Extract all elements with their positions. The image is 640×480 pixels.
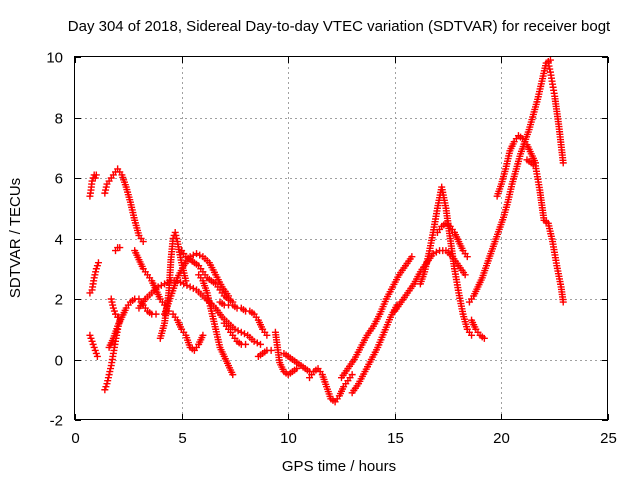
data-point-sat-s (293, 365, 301, 373)
data-point-sat-i (250, 337, 258, 345)
data-points (86, 56, 567, 406)
plot-frame (74, 56, 608, 420)
data-point-sat-i (240, 330, 248, 338)
data-point-sat-y (468, 331, 476, 339)
data-point-sat-b (94, 259, 102, 267)
x-tick-label: 0 (71, 430, 79, 447)
data-point-sat-i (256, 340, 264, 348)
data-point-sat-i (231, 325, 239, 333)
data-point-sat-l (193, 250, 201, 258)
y-tick-label: -2 (50, 413, 63, 430)
chart-title: Day 304 of 2018, Sidereal Day-to-day VTE… (68, 18, 611, 35)
data-point-sat-l (189, 251, 197, 259)
x-tick-label: 15 (387, 430, 404, 447)
data-point-sat-c (93, 352, 101, 360)
data-point-sat-x (461, 271, 469, 279)
data-point-sat-q (242, 340, 250, 348)
data-point-sat-r (267, 346, 275, 354)
data-point-sat-i (237, 328, 245, 336)
data-point-sat-i (189, 284, 197, 292)
data-point-sat-v (408, 253, 416, 261)
data-point-sat-i (183, 281, 191, 289)
data-point-sat-z (463, 253, 471, 261)
data-point-sat-o (229, 371, 237, 379)
y-tick-label: 6 (55, 171, 63, 188)
y-tick-label: 0 (55, 353, 63, 370)
data-point-sat-i (157, 281, 165, 289)
y-tick-label: 2 (55, 292, 63, 309)
data-point-sat-x (432, 248, 440, 256)
axis-ticks: 0 5 10 15 20 25 -2 0 2 4 6 8 10 (46, 50, 617, 448)
data-point-sat-i (253, 339, 261, 347)
data-point-sat-f (152, 310, 160, 318)
x-axis-label: GPS time / hours (282, 458, 396, 475)
data-point-sat-ad (559, 298, 567, 306)
grid (75, 57, 608, 420)
data-point-sat-u (348, 371, 356, 379)
data-point-sat-k (182, 277, 190, 285)
y-tick-label: 4 (55, 232, 63, 249)
y-tick-label: 8 (55, 111, 63, 128)
x-tick-label: 10 (280, 430, 297, 447)
data-point-sat-i (186, 283, 194, 291)
data-point-sat-a (92, 171, 100, 179)
data-point-sat-ab (480, 334, 488, 342)
x-tick-label: 20 (493, 430, 510, 447)
data-point-sat-h (116, 244, 124, 252)
data-point-sat-ae (559, 159, 567, 167)
data-point-sat-d (139, 238, 147, 246)
data-point-sat-l (196, 251, 204, 259)
data-point-sat-g (115, 313, 123, 321)
data-point-sat-n (199, 331, 207, 339)
data-point-sat-i (234, 327, 242, 335)
y-tick-label: 10 (46, 50, 63, 67)
data-point-sat-i (161, 280, 169, 288)
y-axis-label: SDTVAR / TECUs (7, 178, 24, 298)
data-point-sat-p (263, 331, 271, 339)
x-tick-label: 5 (178, 430, 186, 447)
x-tick-label: 25 (600, 430, 617, 447)
